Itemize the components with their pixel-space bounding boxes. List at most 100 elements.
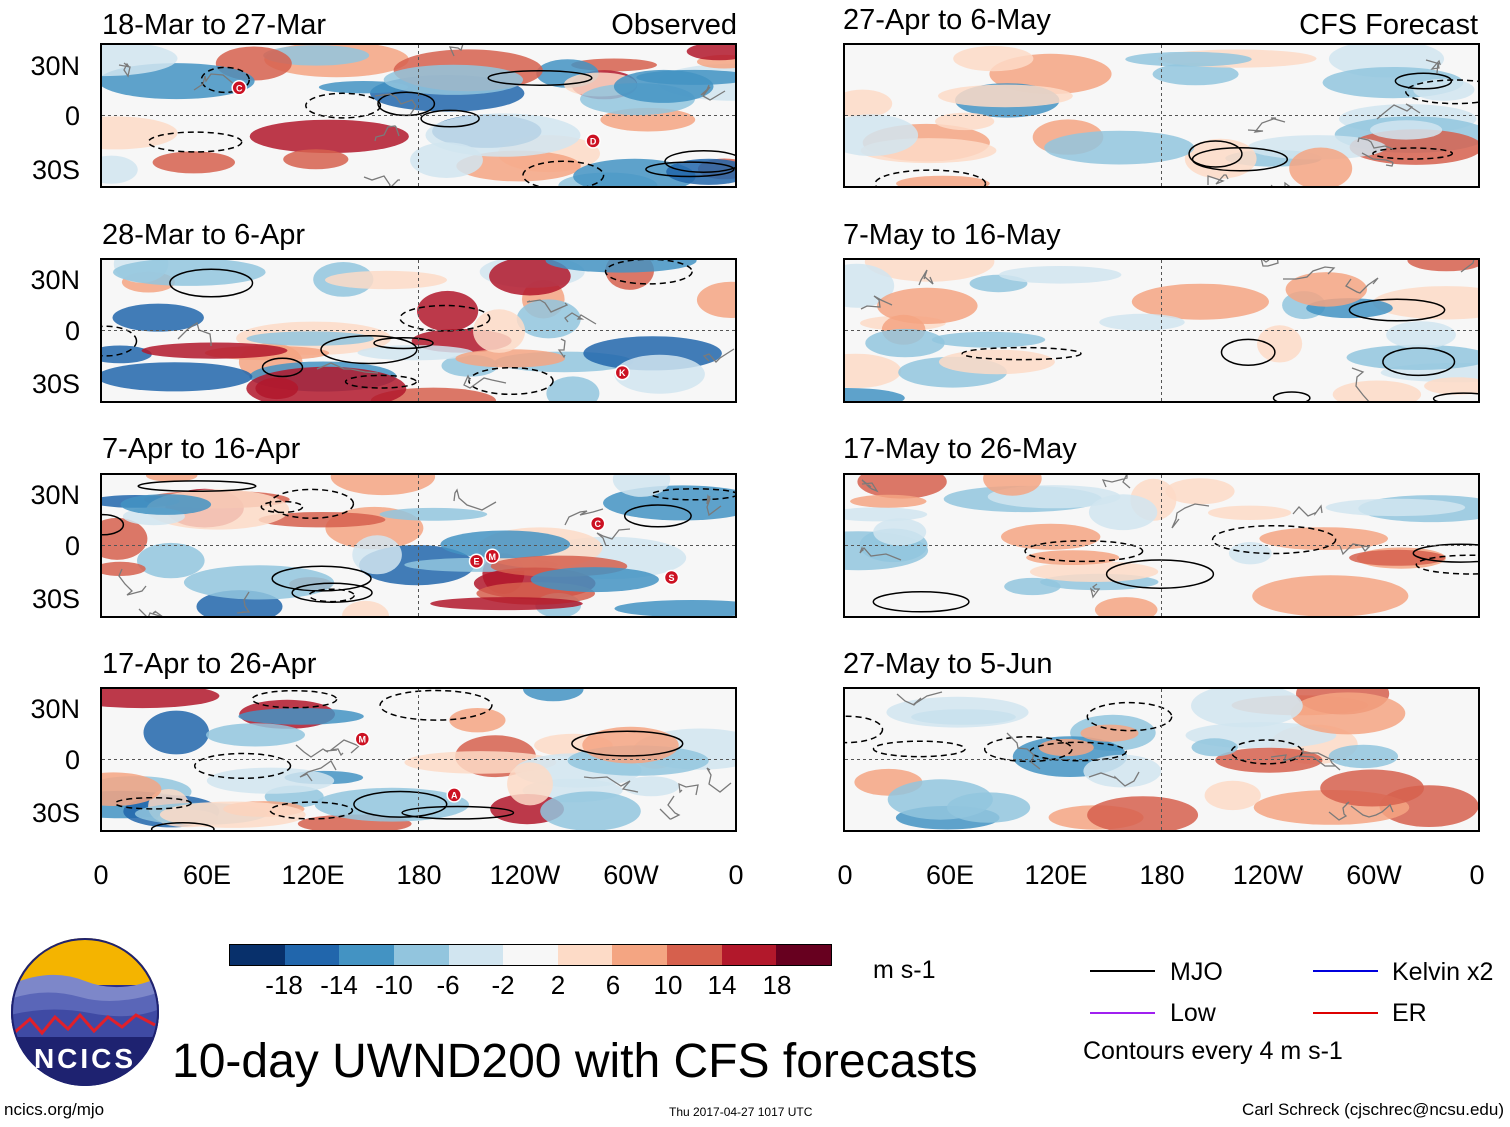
anomaly-blob — [410, 142, 483, 178]
lat-label-30s: 30S — [31, 369, 80, 399]
colorbar-label: 2 — [550, 970, 566, 1000]
anomaly-blob — [249, 119, 409, 154]
colorbar-swatch — [339, 945, 394, 965]
anomaly-blob — [1004, 577, 1061, 596]
storm-marker: S — [663, 569, 680, 586]
coastline — [177, 299, 735, 389]
mjo-contour — [251, 689, 338, 709]
lat-label-eq: 0 — [64, 316, 80, 346]
lon-label-120w: 120W — [489, 860, 561, 890]
map-panel-forecast-2 — [843, 473, 1480, 618]
anomaly-blob — [1289, 147, 1353, 186]
coastline — [896, 691, 1394, 821]
lon-label-0-end: 0 — [728, 860, 744, 890]
mjo-contour — [1188, 140, 1243, 168]
storm-marker: M — [484, 548, 501, 565]
colorbar-swatch — [284, 945, 340, 965]
legend-line-low — [1090, 1012, 1155, 1014]
anomaly-blob — [1001, 523, 1101, 550]
mjo-contour — [1372, 147, 1454, 160]
mjo-contour — [1220, 338, 1276, 366]
mjo-contour — [1412, 543, 1478, 563]
anomaly-blob — [999, 266, 1122, 284]
anomaly-blob — [283, 149, 349, 170]
colorbar-units: m s-1 — [873, 956, 936, 984]
colorbar-label: -6 — [436, 970, 460, 1000]
mjo-contour — [305, 92, 382, 119]
observed-label: Observed — [611, 9, 737, 41]
mjo-contour — [1405, 79, 1478, 105]
colorbar-swatch — [667, 945, 722, 965]
lon-label-120e: 120E — [281, 860, 345, 890]
legend-line-er — [1313, 1012, 1378, 1014]
anomaly-blob — [983, 475, 1042, 496]
coastline — [859, 475, 1371, 599]
lon-label-0: 0 — [93, 860, 109, 890]
anomaly-blob — [102, 45, 178, 77]
anomaly-blob — [1228, 542, 1272, 565]
anomaly-blob — [1328, 744, 1399, 769]
source-url[interactable]: ncics.org/mjo — [4, 1100, 105, 1119]
anomaly-blob — [1165, 478, 1235, 505]
lon-label-0: 0 — [837, 860, 853, 890]
storm-marker: M — [354, 731, 371, 747]
mjo-contour — [269, 801, 354, 820]
colorbar-label: 6 — [605, 970, 621, 1000]
anomaly-blob — [1407, 260, 1478, 272]
anomaly-blob — [120, 494, 212, 515]
map-panel-observed-2: M S E C — [100, 473, 737, 618]
anomaly-blob — [1152, 62, 1239, 86]
mjo-contour — [377, 91, 436, 117]
lat-label-30s: 30S — [31, 798, 80, 828]
anomaly-blob — [1099, 313, 1185, 331]
mjo-contour — [150, 821, 215, 830]
map-panel-forecast-3 — [843, 687, 1480, 832]
anomaly-blob — [1080, 724, 1139, 742]
anomaly-blob — [1349, 129, 1478, 165]
coastline — [118, 45, 726, 186]
anomaly-blob — [953, 46, 1034, 72]
mjo-contour — [1230, 739, 1303, 765]
colorbar — [229, 944, 832, 966]
anomaly-blob — [318, 81, 408, 94]
colorbar-label: -2 — [491, 970, 515, 1000]
anomaly-blob — [102, 362, 253, 392]
legend-line-kelvin — [1313, 970, 1378, 972]
anomaly-blob — [206, 723, 305, 747]
anomaly-blob — [614, 354, 705, 394]
mjo-contour — [571, 730, 684, 757]
anomaly-blob — [1215, 747, 1323, 773]
anomaly-blob — [540, 791, 641, 830]
mjo-contour — [872, 591, 970, 613]
main-title: 10-day UWND200 with CFS forecasts — [172, 1035, 978, 1088]
lon-label-60w: 60W — [603, 860, 659, 890]
anomaly-blob — [455, 349, 565, 368]
anomaly-blob — [947, 792, 1031, 823]
mjo-contour — [845, 715, 884, 744]
anomaly-blob — [1372, 286, 1478, 320]
anomaly-blob — [102, 155, 138, 184]
anomaly-blob — [886, 696, 1029, 728]
anomaly-blob — [330, 475, 436, 496]
mjo-contour — [1415, 554, 1478, 575]
anomaly-blob — [1088, 494, 1158, 531]
coastline — [860, 260, 1475, 401]
coastline — [295, 739, 732, 820]
anomaly-blob — [857, 475, 947, 499]
colorbar-swatch — [503, 945, 558, 965]
mjo-contour — [1272, 391, 1311, 401]
anomaly-blob — [573, 158, 696, 186]
lat-label-30n: 30N — [30, 694, 80, 724]
anomaly-blob — [102, 689, 220, 709]
mjo-contour — [379, 689, 493, 721]
anomaly-blob — [877, 287, 978, 324]
map-panel-observed-1: K — [100, 258, 737, 403]
anomaly-blob — [473, 309, 526, 353]
mjo-contour — [200, 66, 250, 94]
storm-marker: C — [231, 80, 247, 96]
anomaly-blob — [696, 281, 735, 318]
panel-title-observed-0: 18-Mar to 27-Mar — [102, 9, 327, 41]
mjo-contour — [645, 161, 735, 178]
mjo-contour — [961, 346, 1082, 361]
mjo-contour — [1432, 392, 1478, 401]
